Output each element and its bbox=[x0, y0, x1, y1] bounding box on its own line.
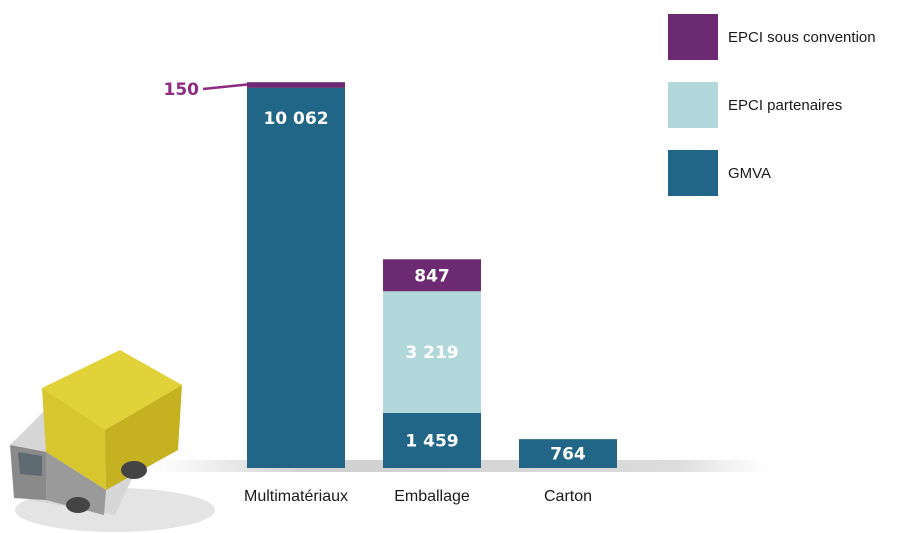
bar-value-label: 3 219 bbox=[405, 343, 458, 363]
legend-label-epci-sous-convention: EPCI sous convention bbox=[728, 29, 876, 46]
bar-value-label: 10 062 bbox=[263, 109, 328, 129]
legend-swatch-epci-sous-convention bbox=[668, 14, 718, 60]
callout-leader-line bbox=[202, 83, 248, 91]
bar-value-label: 1 459 bbox=[405, 431, 458, 451]
bar-carton-gmva bbox=[519, 439, 617, 468]
truck-icon bbox=[10, 350, 215, 532]
bars-group: 10 062 1 459 3 219 847 764 bbox=[247, 82, 617, 469]
category-label-multimateriaux: Multimatériaux bbox=[244, 488, 348, 505]
legend-label-epci-partenaires: EPCI partenaires bbox=[728, 97, 842, 114]
bar-value-label: 847 bbox=[414, 266, 450, 286]
bar-value-label: 764 bbox=[550, 445, 586, 465]
callout-label: 150 bbox=[164, 80, 200, 100]
callout: 150 bbox=[164, 80, 248, 100]
bar-emballage-epci-partenaires bbox=[383, 291, 481, 413]
category-labels: Multimatériaux Emballage Carton bbox=[244, 488, 592, 505]
bar-emballage-epci-sous-convention bbox=[383, 259, 481, 292]
legend-swatch-epci-partenaires bbox=[668, 82, 718, 128]
bar-multimateriaux-epci-sous-convention bbox=[247, 82, 345, 88]
bar-emballage-gmva bbox=[383, 412, 481, 468]
legend-label-gmva: GMVA bbox=[728, 165, 771, 182]
bar-multimateriaux-gmva bbox=[247, 87, 345, 469]
category-label-emballage: Emballage bbox=[394, 488, 470, 505]
category-label-carton: Carton bbox=[544, 488, 592, 505]
legend-swatch-gmva bbox=[668, 150, 718, 196]
legend: EPCI sous convention EPCI partenaires GMVA bbox=[668, 14, 876, 196]
